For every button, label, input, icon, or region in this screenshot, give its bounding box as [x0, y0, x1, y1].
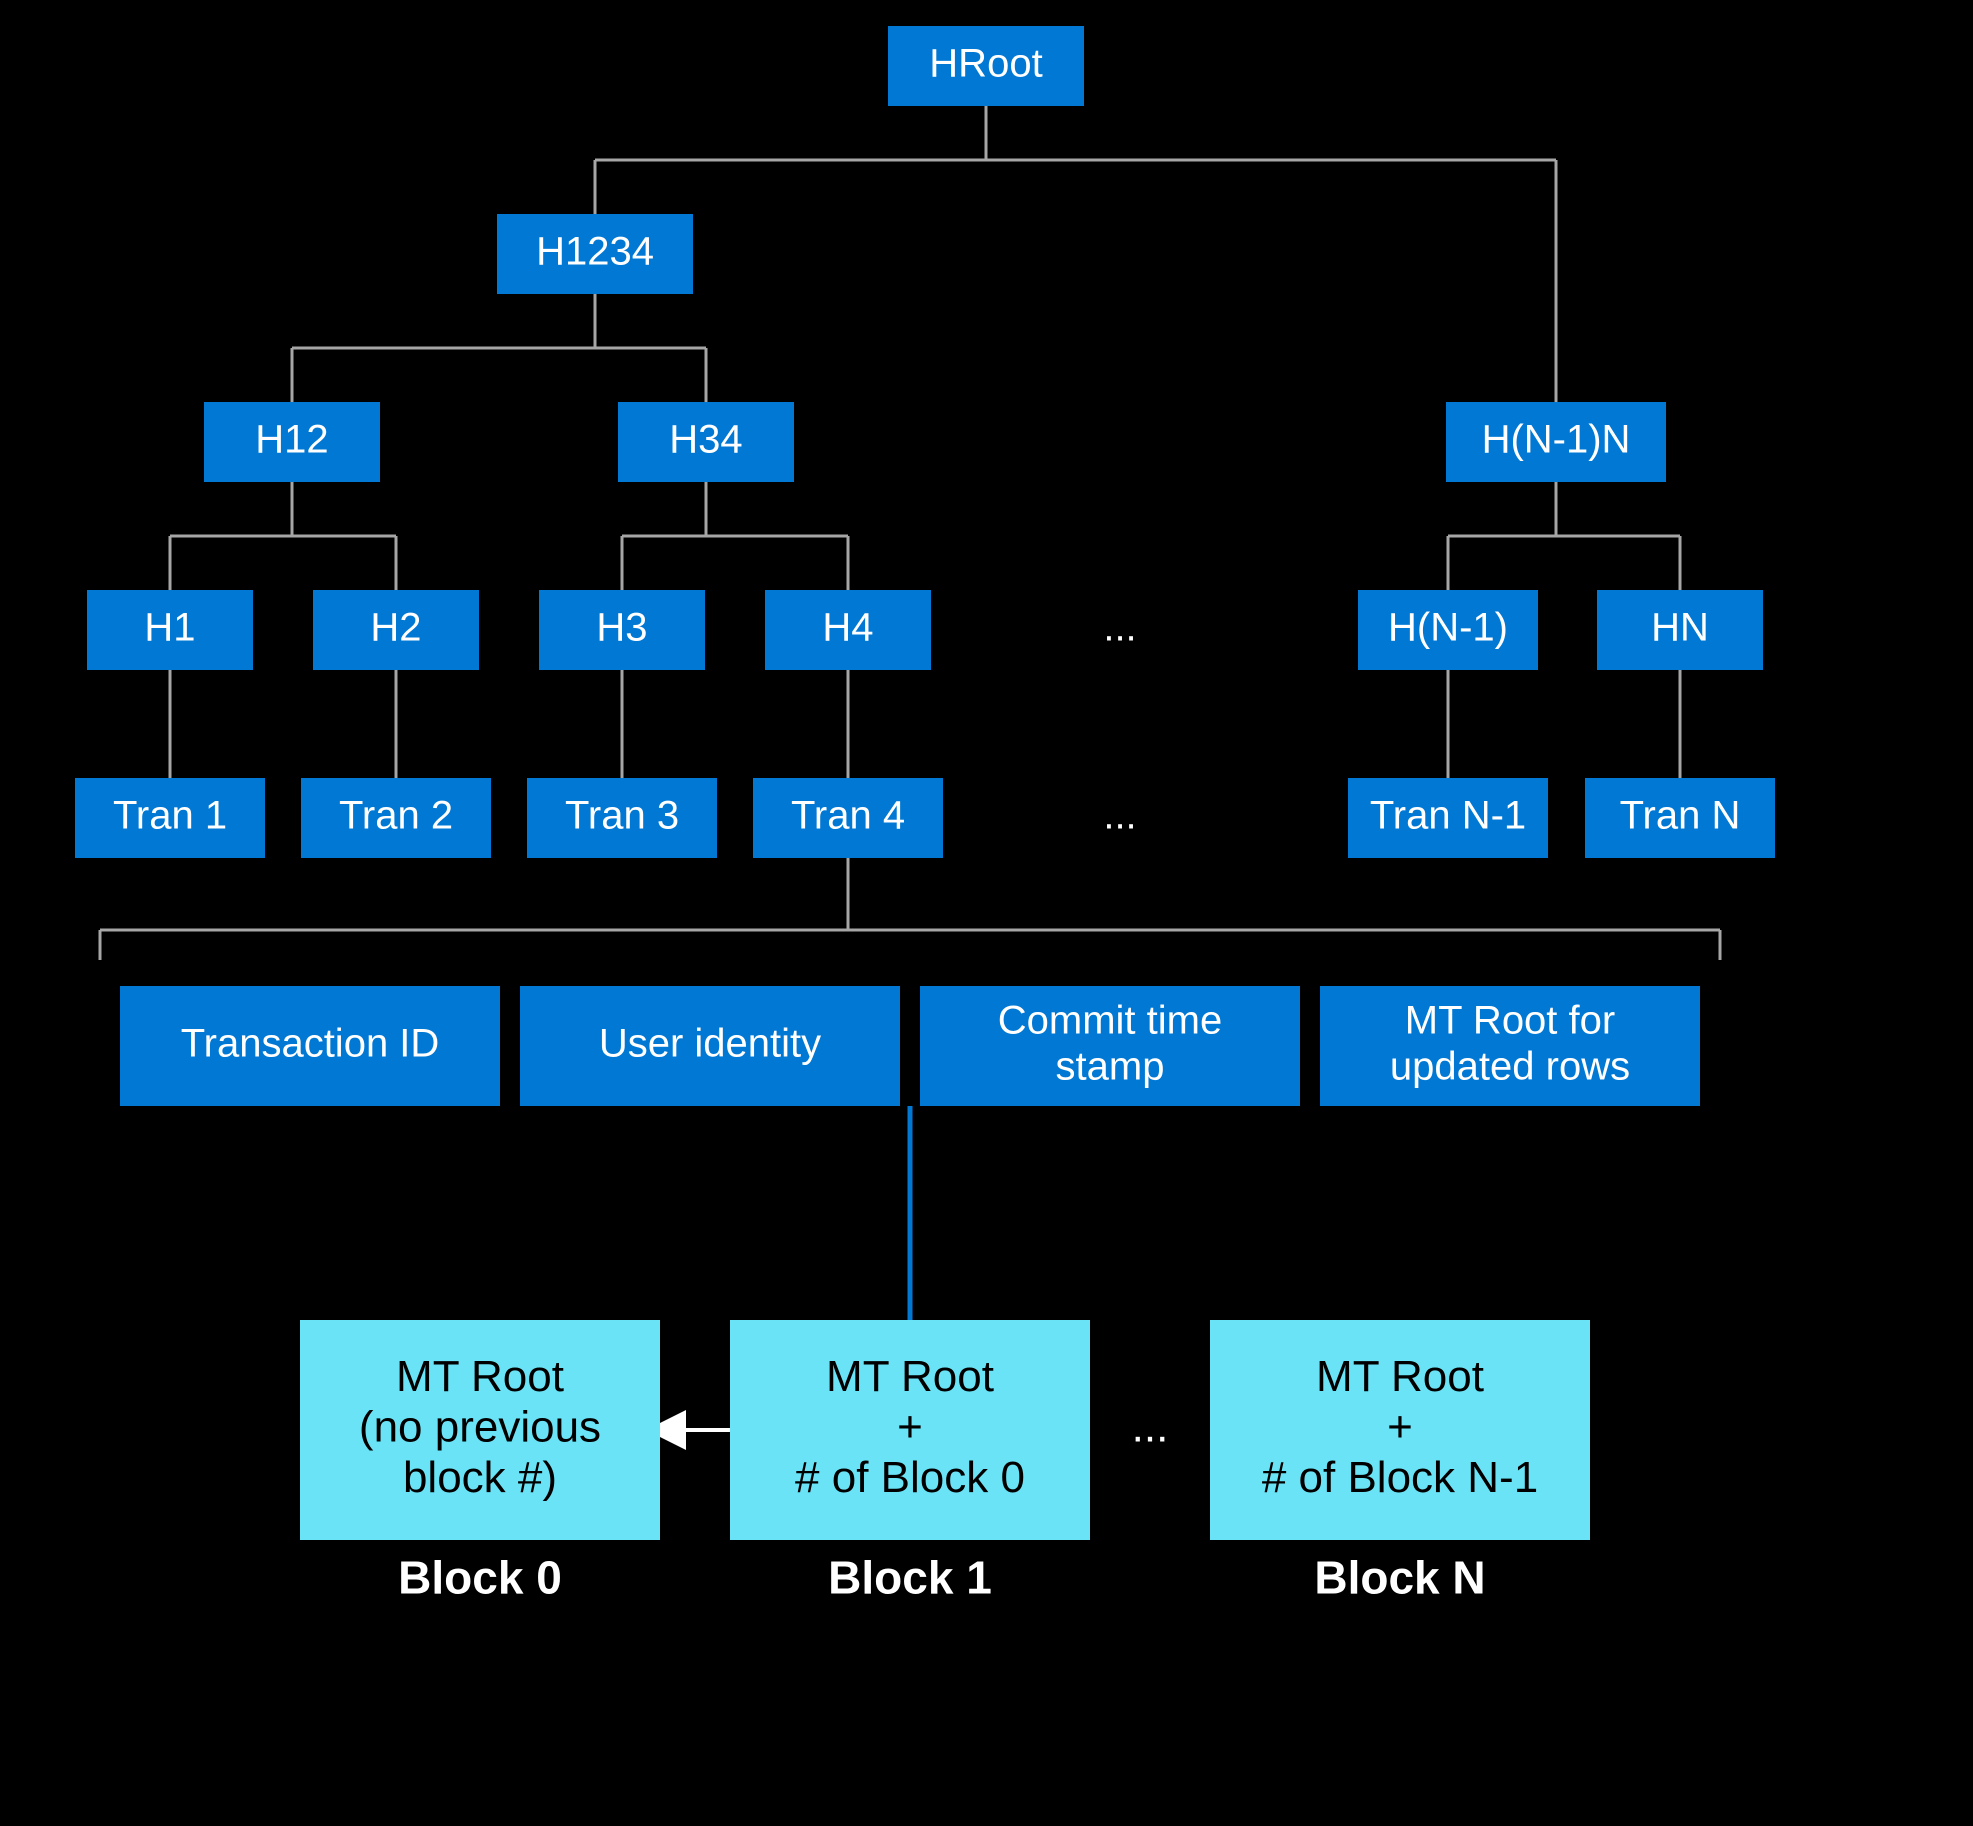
ellipsis: ...: [1103, 794, 1136, 838]
tree-node-label: H2: [370, 606, 421, 650]
tree-node-label: H3: [596, 606, 647, 650]
block-label: # of Block N-1: [1262, 1453, 1538, 1502]
tree-node-label: H(N-1): [1388, 606, 1508, 650]
detail-node-label: Commit time: [998, 999, 1222, 1043]
tree-node-label: Tran 3: [565, 794, 679, 838]
detail-node-label: updated rows: [1390, 1045, 1630, 1089]
detail-node-label: Transaction ID: [181, 1022, 440, 1066]
ellipsis: ...: [1103, 606, 1136, 650]
tree-node-label: HN: [1651, 606, 1709, 650]
tree-node-label: Tran 2: [339, 794, 453, 838]
tree-node-label: Tran 4: [791, 794, 905, 838]
merkle-tree-diagram: HRoot H1234 H12 H34 H(N-1)N H1 H2 H3 H4 H(N-1) HN T…: [0, 0, 1973, 1826]
tree-node-label: H12: [255, 418, 328, 462]
tree-node-label: H4: [822, 606, 873, 650]
detail-node-label: MT Root for: [1405, 999, 1615, 1043]
block-label: +: [1387, 1403, 1413, 1452]
tree-node-label: HRoot: [929, 42, 1042, 86]
tree-node-label: Tran 1: [113, 794, 227, 838]
block-label: +: [897, 1403, 923, 1452]
block-caption: Block 0: [398, 1552, 562, 1604]
block-label: block #): [403, 1453, 557, 1502]
block-caption: Block 1: [828, 1552, 992, 1604]
ellipsis: ...: [1132, 1403, 1169, 1452]
detail-node-label: User identity: [599, 1022, 821, 1066]
block-label: MT Root: [826, 1352, 994, 1401]
block-label: (no previous: [359, 1403, 601, 1452]
tree-node-label: H(N-1)N: [1482, 418, 1631, 462]
tree-node-label: H1: [144, 606, 195, 650]
block-label: # of Block 0: [795, 1453, 1025, 1502]
tree-node-label: H34: [669, 418, 742, 462]
block-label: MT Root: [1316, 1352, 1484, 1401]
tree-node-label: Tran N-1: [1370, 794, 1526, 838]
block-caption: Block N: [1314, 1552, 1485, 1604]
tree-node-label: H1234: [536, 230, 654, 274]
block-label: MT Root: [396, 1352, 564, 1401]
detail-node-label: stamp: [1056, 1045, 1165, 1089]
tree-node-label: Tran N: [1620, 794, 1741, 838]
